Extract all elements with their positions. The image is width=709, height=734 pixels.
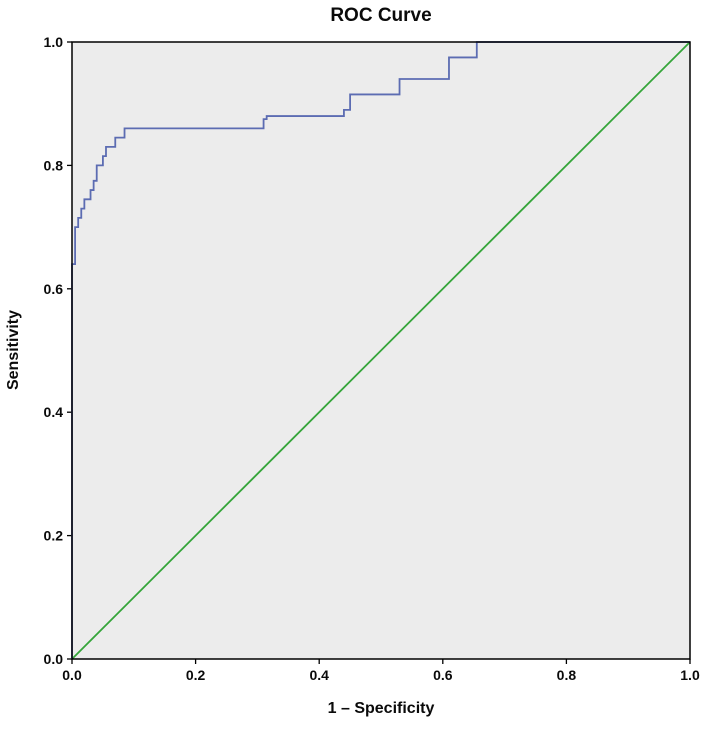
y-tick-label: 0.2 bbox=[44, 528, 64, 544]
y-tick-label: 0.8 bbox=[44, 157, 64, 173]
x-tick-label: 0.2 bbox=[186, 667, 206, 683]
reference-line-line bbox=[71, 41, 691, 660]
y-tick-label: 0.4 bbox=[44, 404, 64, 420]
x-tick-label: 0.4 bbox=[309, 667, 329, 683]
x-tick-label: 0.0 bbox=[62, 667, 82, 683]
x-tick-label: 0.6 bbox=[433, 667, 453, 683]
y-tick-label: 0.6 bbox=[44, 281, 64, 297]
plot-border bbox=[71, 41, 691, 660]
x-axis-label: 1 – Specificity bbox=[327, 700, 435, 717]
roc-curve-line bbox=[71, 41, 690, 659]
chart-title: ROC Curve bbox=[330, 5, 432, 26]
y-tick-label: 0.0 bbox=[44, 651, 64, 667]
y-axis-label: Sensitivity bbox=[5, 309, 22, 391]
x-tick-label: 1.0 bbox=[680, 667, 700, 683]
x-tick-label: 0.8 bbox=[557, 667, 577, 683]
y-tick-label: 1.0 bbox=[44, 34, 64, 50]
